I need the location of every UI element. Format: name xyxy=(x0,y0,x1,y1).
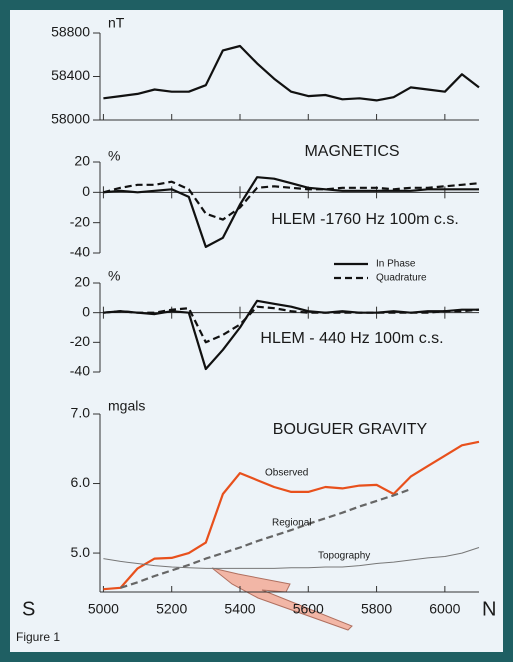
panel-title: HLEM - 440 Hz 100m c.s. xyxy=(260,330,443,347)
legend-label: In Phase xyxy=(376,259,416,270)
panel-title: HLEM -1760 Hz 100m c.s. xyxy=(271,211,459,228)
y-tick-label: 6.0 xyxy=(71,474,91,490)
data-line xyxy=(103,547,480,569)
data-line xyxy=(103,180,480,221)
caption: Figure 1 xyxy=(16,630,60,644)
series-label: Regional xyxy=(272,518,311,529)
data-line xyxy=(120,488,412,589)
x-tick-label: 5000 xyxy=(88,601,119,617)
data-line xyxy=(103,305,480,344)
x-tick-label: 6000 xyxy=(429,601,460,617)
series-label: Observed xyxy=(265,468,308,479)
legend-label: Quadrature xyxy=(376,273,427,284)
y-tick-label: 7.0 xyxy=(71,405,91,421)
y-tick-label: -20 xyxy=(70,333,90,349)
data-line xyxy=(103,176,479,248)
series-label: Topography xyxy=(318,551,370,562)
panel-title: BOUGUER GRAVITY xyxy=(273,421,428,438)
y-tick-label: 20 xyxy=(74,274,90,290)
x-tick-label: 5600 xyxy=(293,601,324,617)
y-tick-label: 58000 xyxy=(51,111,90,127)
arrow-shape xyxy=(211,567,353,631)
south-label: S xyxy=(22,598,35,620)
unit-label: % xyxy=(108,148,120,164)
y-tick-label: -40 xyxy=(70,363,90,379)
y-tick-label: -40 xyxy=(70,244,90,260)
unit-label: mgals xyxy=(108,398,145,414)
data-line xyxy=(103,44,480,102)
unit-label: nT xyxy=(108,15,125,31)
y-tick-label: 5.0 xyxy=(71,544,91,560)
x-tick-label: 5400 xyxy=(224,601,255,617)
unit-label: % xyxy=(108,268,120,284)
panel-title: MAGNETICS xyxy=(304,143,399,160)
y-tick-label: 58800 xyxy=(51,24,90,40)
y-tick-label: -20 xyxy=(70,213,90,229)
x-tick-label: 5200 xyxy=(156,601,187,617)
north-label: N xyxy=(482,598,496,620)
panel-background xyxy=(10,10,503,652)
data-line xyxy=(103,440,480,591)
x-tick-label: 5800 xyxy=(361,601,392,617)
y-tick-label: 20 xyxy=(74,153,90,169)
y-tick-label: 0 xyxy=(82,303,90,319)
y-tick-label: 58400 xyxy=(51,67,90,83)
y-tick-label: 0 xyxy=(82,183,90,199)
